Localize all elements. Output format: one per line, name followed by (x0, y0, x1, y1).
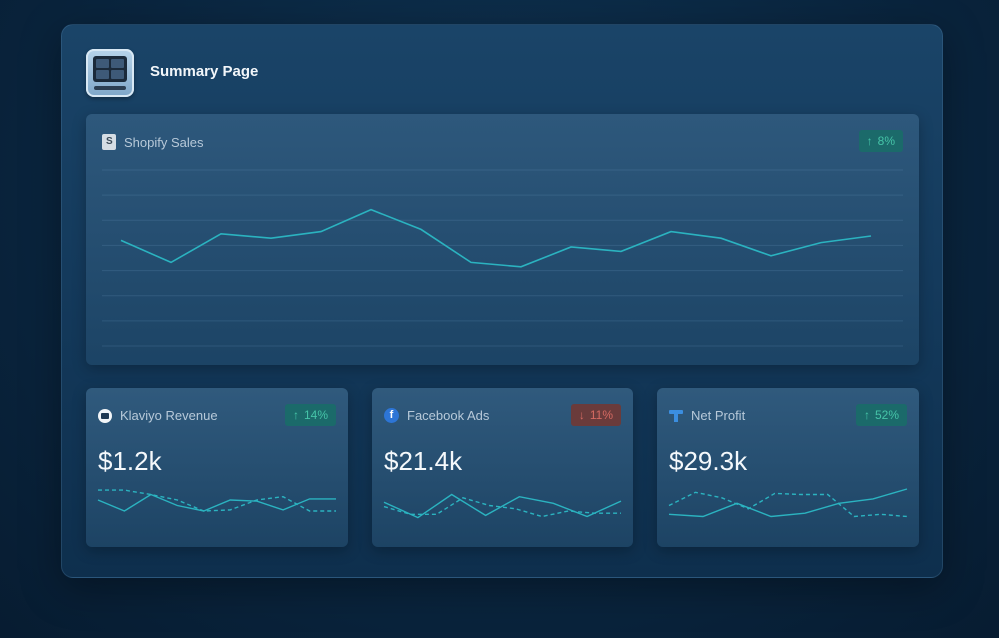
shopify-bag-icon (102, 134, 116, 150)
net-profit-card[interactable]: Net Profit ↑ 52% $29.3k (657, 388, 919, 547)
card-title: Net Profit (691, 408, 746, 423)
previous-period-line (98, 489, 336, 512)
facebook-icon: f (384, 408, 399, 423)
metric-value: $29.3k (669, 446, 748, 476)
facebook-ads-card[interactable]: f Facebook Ads ↓ 11% $21.4k (372, 388, 633, 547)
card-title: Facebook Ads (407, 408, 490, 423)
facebook-ads-sparkline (383, 493, 622, 519)
card-title: Shopify Sales (124, 134, 204, 150)
current-period-line (668, 488, 908, 518)
shopify-sales-chart (102, 169, 903, 347)
current-period-line (383, 493, 622, 519)
page-title: Summary Page (150, 63, 259, 80)
metric-value: $1.2k (98, 446, 162, 476)
net-profit-sparkline (668, 488, 908, 518)
arrow-up-icon: ↑ (292, 408, 299, 422)
card-title: Klaviyo Revenue (120, 408, 218, 423)
arrow-up-icon: ↑ (863, 408, 870, 422)
change-badge: ↑ 8% (858, 130, 903, 152)
change-badge: ↑ 14% (284, 404, 336, 426)
change-badge: ↓ 11% (570, 404, 621, 426)
summary-panel: Summary Page Shopify Sales ↑ 8% Klaviyo … (61, 24, 943, 578)
funnel-icon (669, 409, 683, 423)
klaviyo-revenue-card[interactable]: Klaviyo Revenue ↑ 14% $1.2k (86, 388, 348, 547)
metric-value: $21.4k (384, 446, 463, 476)
current-period-line (97, 493, 336, 512)
previous-period-line (668, 491, 908, 518)
arrow-down-icon: ↓ (578, 408, 585, 422)
dashboard-monitor-icon[interactable] (86, 49, 134, 97)
klaviyo-sparkline (97, 489, 336, 512)
arrow-up-icon: ↑ (866, 134, 873, 148)
sales-series-line (120, 208, 872, 268)
change-badge: ↑ 52% (855, 404, 907, 426)
shopify-sales-card[interactable]: Shopify Sales ↑ 8% (86, 114, 919, 365)
klaviyo-icon (98, 408, 112, 423)
previous-period-line (383, 497, 621, 518)
